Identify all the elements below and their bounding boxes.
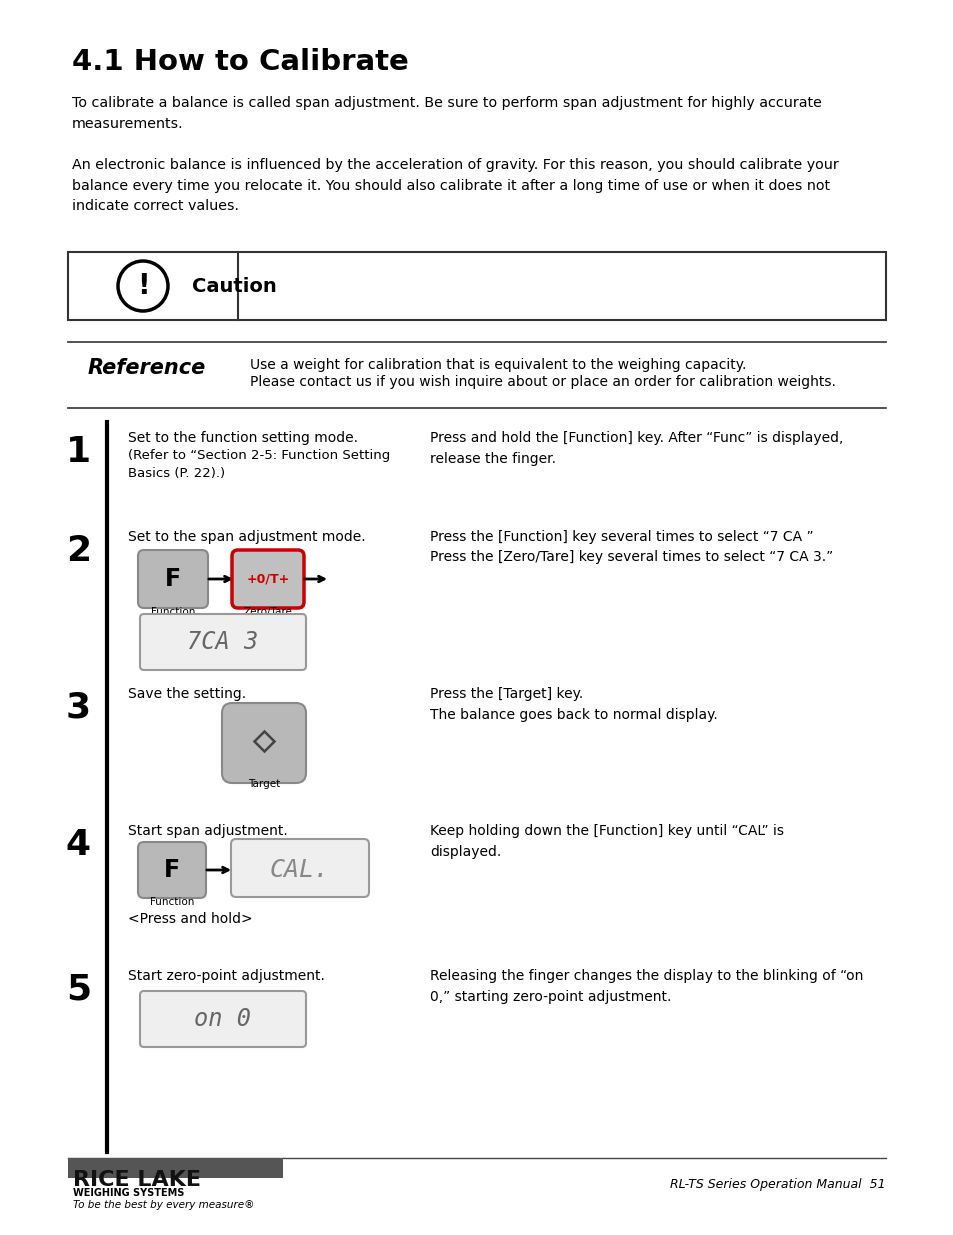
Text: RL-TS Series Operation Manual  51: RL-TS Series Operation Manual 51 bbox=[670, 1178, 885, 1191]
Text: Start span adjustment.: Start span adjustment. bbox=[128, 824, 288, 839]
Text: Caution: Caution bbox=[192, 277, 276, 295]
Text: (Refer to “Section 2-5: Function Setting
Basics (P. 22).): (Refer to “Section 2-5: Function Setting… bbox=[128, 450, 390, 480]
Text: !: ! bbox=[136, 272, 150, 300]
Text: +0/T+: +0/T+ bbox=[246, 573, 290, 585]
Text: To calibrate a balance is called span adjustment. Be sure to perform span adjust: To calibrate a balance is called span ad… bbox=[71, 96, 821, 131]
FancyBboxPatch shape bbox=[222, 703, 306, 783]
Text: Set to the function setting mode.: Set to the function setting mode. bbox=[128, 431, 357, 445]
Text: 2: 2 bbox=[66, 534, 91, 568]
Text: Function: Function bbox=[151, 606, 195, 618]
Text: Use a weight for calibration that is equivalent to the weighing capacity.: Use a weight for calibration that is equ… bbox=[250, 358, 745, 372]
FancyBboxPatch shape bbox=[138, 842, 206, 898]
Text: Please contact us if you wish inquire about or place an order for calibration we: Please contact us if you wish inquire ab… bbox=[250, 375, 835, 389]
Text: F: F bbox=[165, 567, 181, 592]
Text: Press the [Zero/Tare] key several times to select “7 CA 3.”: Press the [Zero/Tare] key several times … bbox=[430, 550, 832, 564]
FancyBboxPatch shape bbox=[231, 839, 369, 897]
Text: Releasing the finger changes the display to the blinking of “on
0,” starting zer: Releasing the finger changes the display… bbox=[430, 969, 862, 1004]
Text: 5: 5 bbox=[66, 973, 91, 1007]
Text: <Press and hold>: <Press and hold> bbox=[128, 911, 253, 926]
Text: Target: Target bbox=[248, 779, 280, 789]
Text: Keep holding down the [Function] key until “CAL” is
displayed.: Keep holding down the [Function] key unt… bbox=[430, 824, 783, 858]
Text: 4.1 How to Calibrate: 4.1 How to Calibrate bbox=[71, 48, 408, 77]
Text: RICE LAKE: RICE LAKE bbox=[73, 1170, 201, 1191]
FancyBboxPatch shape bbox=[232, 550, 304, 608]
Text: 1: 1 bbox=[66, 435, 91, 469]
Text: Press the [Function] key several times to select “7 CA ”: Press the [Function] key several times t… bbox=[430, 530, 813, 543]
Text: Function: Function bbox=[150, 897, 194, 906]
Text: WEIGHING SYSTEMS: WEIGHING SYSTEMS bbox=[73, 1188, 184, 1198]
Text: Set to the span adjustment mode.: Set to the span adjustment mode. bbox=[128, 530, 365, 543]
Text: Press the [Target] key.
The balance goes back to normal display.: Press the [Target] key. The balance goes… bbox=[430, 687, 717, 721]
FancyBboxPatch shape bbox=[138, 550, 208, 608]
Text: on 0: on 0 bbox=[194, 1007, 252, 1031]
FancyBboxPatch shape bbox=[140, 990, 306, 1047]
Circle shape bbox=[118, 261, 168, 311]
Text: F: F bbox=[164, 858, 180, 882]
Text: 3: 3 bbox=[66, 692, 91, 725]
FancyBboxPatch shape bbox=[68, 252, 885, 320]
Text: Press and hold the [Function] key. After “Func” is displayed,
release the finger: Press and hold the [Function] key. After… bbox=[430, 431, 842, 466]
Text: 7CA 3: 7CA 3 bbox=[187, 630, 258, 655]
Text: Save the setting.: Save the setting. bbox=[128, 687, 246, 701]
Text: To be the best by every measure®: To be the best by every measure® bbox=[73, 1200, 254, 1210]
FancyBboxPatch shape bbox=[140, 614, 306, 671]
Text: An electronic balance is influenced by the acceleration of gravity. For this rea: An electronic balance is influenced by t… bbox=[71, 158, 838, 214]
Text: 4: 4 bbox=[66, 827, 91, 862]
Text: Reference: Reference bbox=[88, 358, 206, 378]
FancyBboxPatch shape bbox=[68, 1158, 283, 1178]
Text: CAL.: CAL. bbox=[270, 858, 330, 882]
Text: Zero/Tare: Zero/Tare bbox=[243, 606, 293, 618]
Text: Start zero-point adjustment.: Start zero-point adjustment. bbox=[128, 969, 325, 983]
